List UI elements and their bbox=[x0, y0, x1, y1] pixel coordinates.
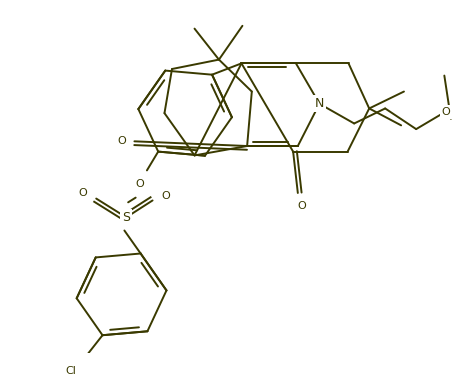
Text: O: O bbox=[297, 201, 306, 211]
Text: O: O bbox=[135, 180, 144, 190]
Text: N: N bbox=[315, 97, 324, 110]
Text: O: O bbox=[117, 136, 126, 146]
Text: Cl: Cl bbox=[65, 366, 76, 374]
Text: O: O bbox=[161, 191, 170, 201]
Text: O: O bbox=[442, 107, 451, 117]
Text: O: O bbox=[79, 188, 87, 198]
Text: S: S bbox=[122, 211, 130, 224]
